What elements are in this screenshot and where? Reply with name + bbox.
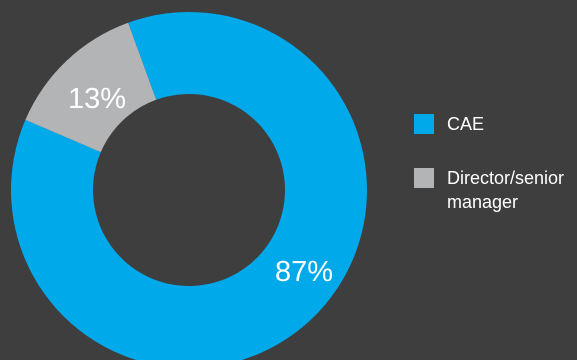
slice-label-cae: 87%	[275, 256, 333, 288]
slice-label-director: 13%	[68, 83, 126, 115]
legend-label-cae: CAE	[447, 114, 485, 134]
legend-item-cae: CAE	[414, 112, 577, 136]
legend-swatch-director	[414, 168, 434, 188]
legend-swatch-cae	[414, 114, 434, 134]
legend: CAE Director/senior manager	[414, 112, 577, 244]
donut-slice-director	[25, 22, 157, 153]
donut-slices	[11, 12, 367, 360]
legend-label-director: Director/senior manager	[447, 168, 565, 212]
legend-item-director: Director/senior manager	[414, 166, 577, 214]
donut-slice-cae	[11, 12, 367, 360]
